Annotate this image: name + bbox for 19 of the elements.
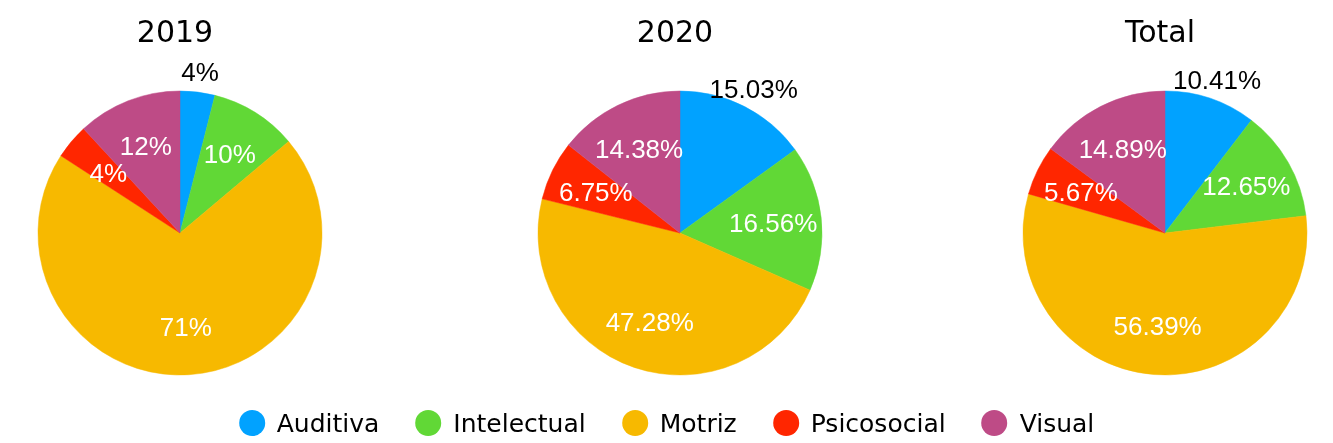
data-label: 12.65% bbox=[1202, 171, 1291, 202]
data-label: 71% bbox=[159, 311, 212, 342]
data-label: 5.67% bbox=[1044, 176, 1118, 207]
legend-label: Motriz bbox=[659, 408, 737, 438]
slice-label: 2020 bbox=[636, 13, 714, 49]
data-label: 6.75% bbox=[558, 176, 633, 207]
data-label: 16.56% bbox=[729, 208, 818, 239]
data-label: 15.03% bbox=[709, 73, 798, 104]
data-label: 56.39% bbox=[1113, 311, 1202, 342]
data-label: 47.28% bbox=[605, 306, 694, 337]
legend-label: Auditiva bbox=[276, 408, 380, 438]
slice-label: Total bbox=[1124, 13, 1196, 49]
legend-label: Visual bbox=[1019, 408, 1095, 438]
slice-label: 2019 bbox=[136, 13, 214, 49]
legend-label: Psicosocial bbox=[810, 408, 946, 438]
data-label: 10% bbox=[203, 138, 256, 169]
data-label: 10.41% bbox=[1172, 64, 1262, 95]
data-label: 4% bbox=[181, 57, 219, 88]
legend-label: Intelectual bbox=[453, 408, 586, 438]
